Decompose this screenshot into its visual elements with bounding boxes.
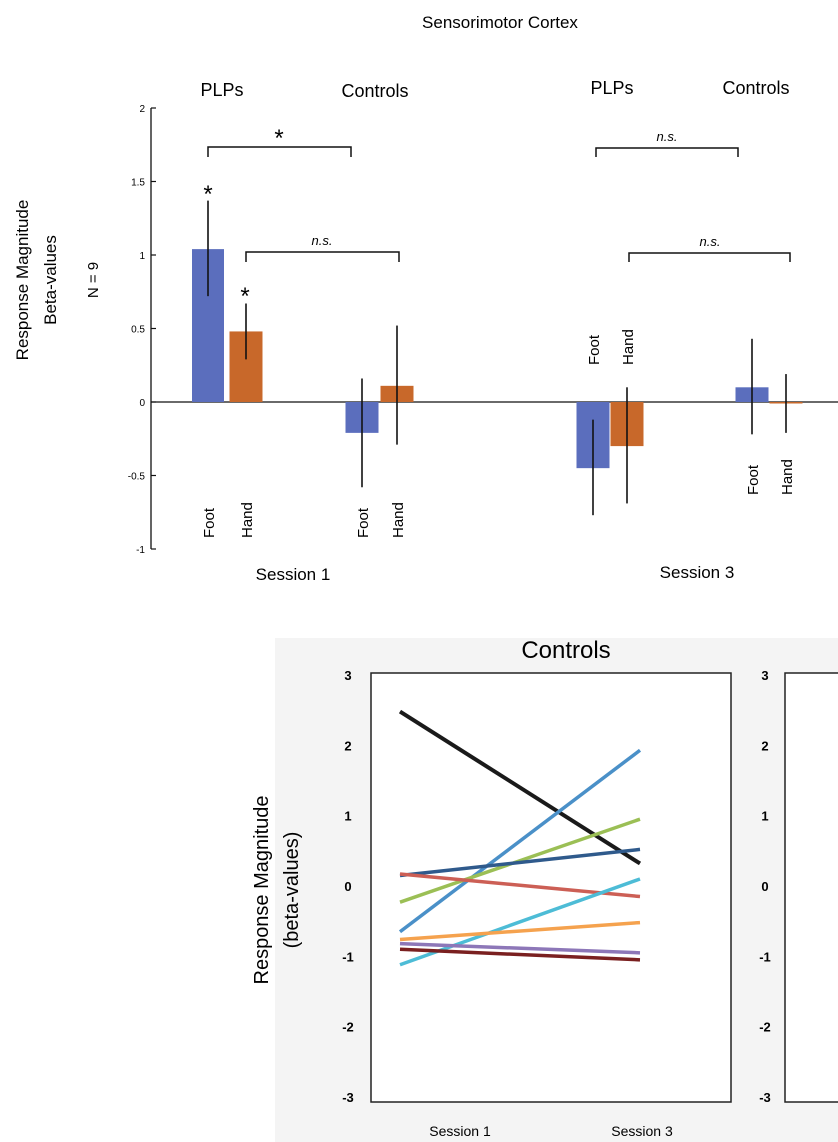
significance-star-bracket: * xyxy=(274,125,283,152)
line-y-axis-label-line1: Response Magnitude xyxy=(251,795,273,984)
group-label-controls-s3: Controls xyxy=(722,78,789,98)
y-tick-label: 0.5 xyxy=(131,325,145,336)
bar-label: Hand xyxy=(390,502,407,538)
session-label-3: Session 3 xyxy=(660,563,735,582)
right-y-tick-label: 2 xyxy=(761,738,768,753)
group-label-controls-s1: Controls xyxy=(341,81,408,101)
y-tick-label: -1 xyxy=(136,545,145,556)
significance-star-hand: * xyxy=(240,283,249,310)
group-label-plps-s3: PLPs xyxy=(590,78,633,98)
y-tick-label: -1 xyxy=(342,949,354,964)
session-label-1: Session 1 xyxy=(256,565,331,584)
series-line xyxy=(399,847,641,878)
y-axis-label-line2: Beta-values xyxy=(41,235,60,325)
ns-label-hand-s1: n.s. xyxy=(312,233,333,248)
series-line xyxy=(399,941,641,955)
y-tick-label: -3 xyxy=(342,1090,354,1105)
y-tick-label: 0 xyxy=(139,398,145,409)
y-tick-label: 2 xyxy=(139,104,145,115)
line-chart-title: Controls xyxy=(521,637,610,664)
y-tick-label: 3 xyxy=(344,668,351,683)
y-tick-label: 1.5 xyxy=(131,178,145,189)
y-tick-label: -0.5 xyxy=(128,472,146,483)
bracket-plps-vs-controls-hand-s3 xyxy=(628,252,791,262)
y-tick-label: 1 xyxy=(344,809,351,824)
bar-label: Foot xyxy=(355,507,372,538)
right-y-tick-label: 3 xyxy=(761,668,768,683)
bracket-plps-vs-controls-foot-s1 xyxy=(207,146,352,157)
group-label-plps-s1: PLPs xyxy=(200,80,243,100)
y-tick-label: 2 xyxy=(344,738,351,753)
x-tick-label: Session 1 xyxy=(429,1123,491,1139)
right-plot-frame xyxy=(784,672,838,1103)
significance-brackets xyxy=(207,146,791,262)
right-y-tick-label: -2 xyxy=(759,1020,771,1035)
line-y-axis-label-line2: (beta-values) xyxy=(281,832,303,949)
right-y-tick-label: 1 xyxy=(761,809,768,824)
series-line xyxy=(398,748,642,934)
ns-label-foot-s3: n.s. xyxy=(657,129,678,144)
bar-label: Foot xyxy=(745,464,762,495)
series-line xyxy=(399,947,641,962)
chart-title: Sensorimotor Cortex xyxy=(422,13,578,32)
right-y-tick-label: -1 xyxy=(759,949,771,964)
line-chart-plot: 3 2 1 0 -1 -2 -3 Session 1 Session 3 3 2 1 0 -1 -2 -3 xyxy=(342,668,838,1139)
right-y-tick-label: 0 xyxy=(761,879,768,894)
ns-label-hand-s3: n.s. xyxy=(700,234,721,249)
bar-label: Hand xyxy=(779,459,796,495)
bar-chart-plot: 2 1.5 1 0.5 0 -0.5 -1 Foot Hand Foot Hand Foot Hand F… xyxy=(128,104,838,556)
y-tick-label: 1 xyxy=(139,251,145,262)
n-label: N = 9 xyxy=(85,262,102,298)
bracket-plps-vs-controls-foot-s3 xyxy=(595,147,739,157)
bar-label: Foot xyxy=(201,507,218,538)
series-line xyxy=(398,709,642,866)
bar-label: Foot xyxy=(586,334,603,365)
y-axis-label-line1: Response Magnitude xyxy=(13,200,32,361)
right-y-tick-label: -3 xyxy=(759,1090,771,1105)
bracket-plps-vs-controls-hand-s1 xyxy=(245,251,400,262)
y-tick-label: -2 xyxy=(342,1020,354,1035)
series-line xyxy=(399,920,641,942)
x-tick-label: Session 3 xyxy=(611,1123,673,1139)
significance-star-foot: * xyxy=(203,181,212,208)
y-tick-label: 0 xyxy=(344,879,351,894)
bar-label: Hand xyxy=(620,329,637,365)
bar-label: Hand xyxy=(239,502,256,538)
